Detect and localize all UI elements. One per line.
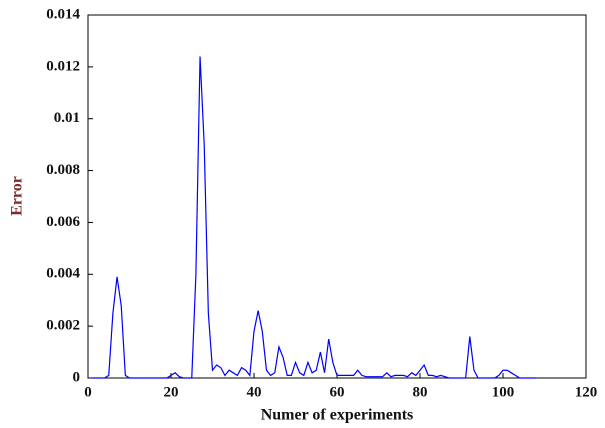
x-axis-title: Numer of experiments [261, 407, 414, 424]
x-tick-label: 100 [492, 384, 515, 400]
x-tick-label: 80 [413, 384, 428, 400]
x-tick-label: 20 [164, 384, 179, 400]
y-axis-title: Error [9, 176, 26, 216]
y-tick-label: 0.01 [54, 110, 80, 126]
line-series [92, 56, 537, 379]
x-tick-label: 60 [330, 384, 345, 400]
x-tick-label: 0 [84, 384, 92, 400]
y-tick-label: 0 [73, 369, 81, 385]
x-tick-label: 120 [575, 384, 598, 400]
y-tick-label: 0.002 [46, 318, 80, 334]
y-tick-label: 0.014 [46, 6, 80, 22]
plot-frame [87, 14, 587, 379]
y-tick-label: 0.004 [46, 266, 80, 282]
y-tick-label: 0.012 [46, 58, 80, 74]
x-tick-label: 40 [247, 384, 262, 400]
y-tick-label: 0.008 [46, 162, 80, 178]
y-tick-label: 0.006 [46, 214, 80, 230]
